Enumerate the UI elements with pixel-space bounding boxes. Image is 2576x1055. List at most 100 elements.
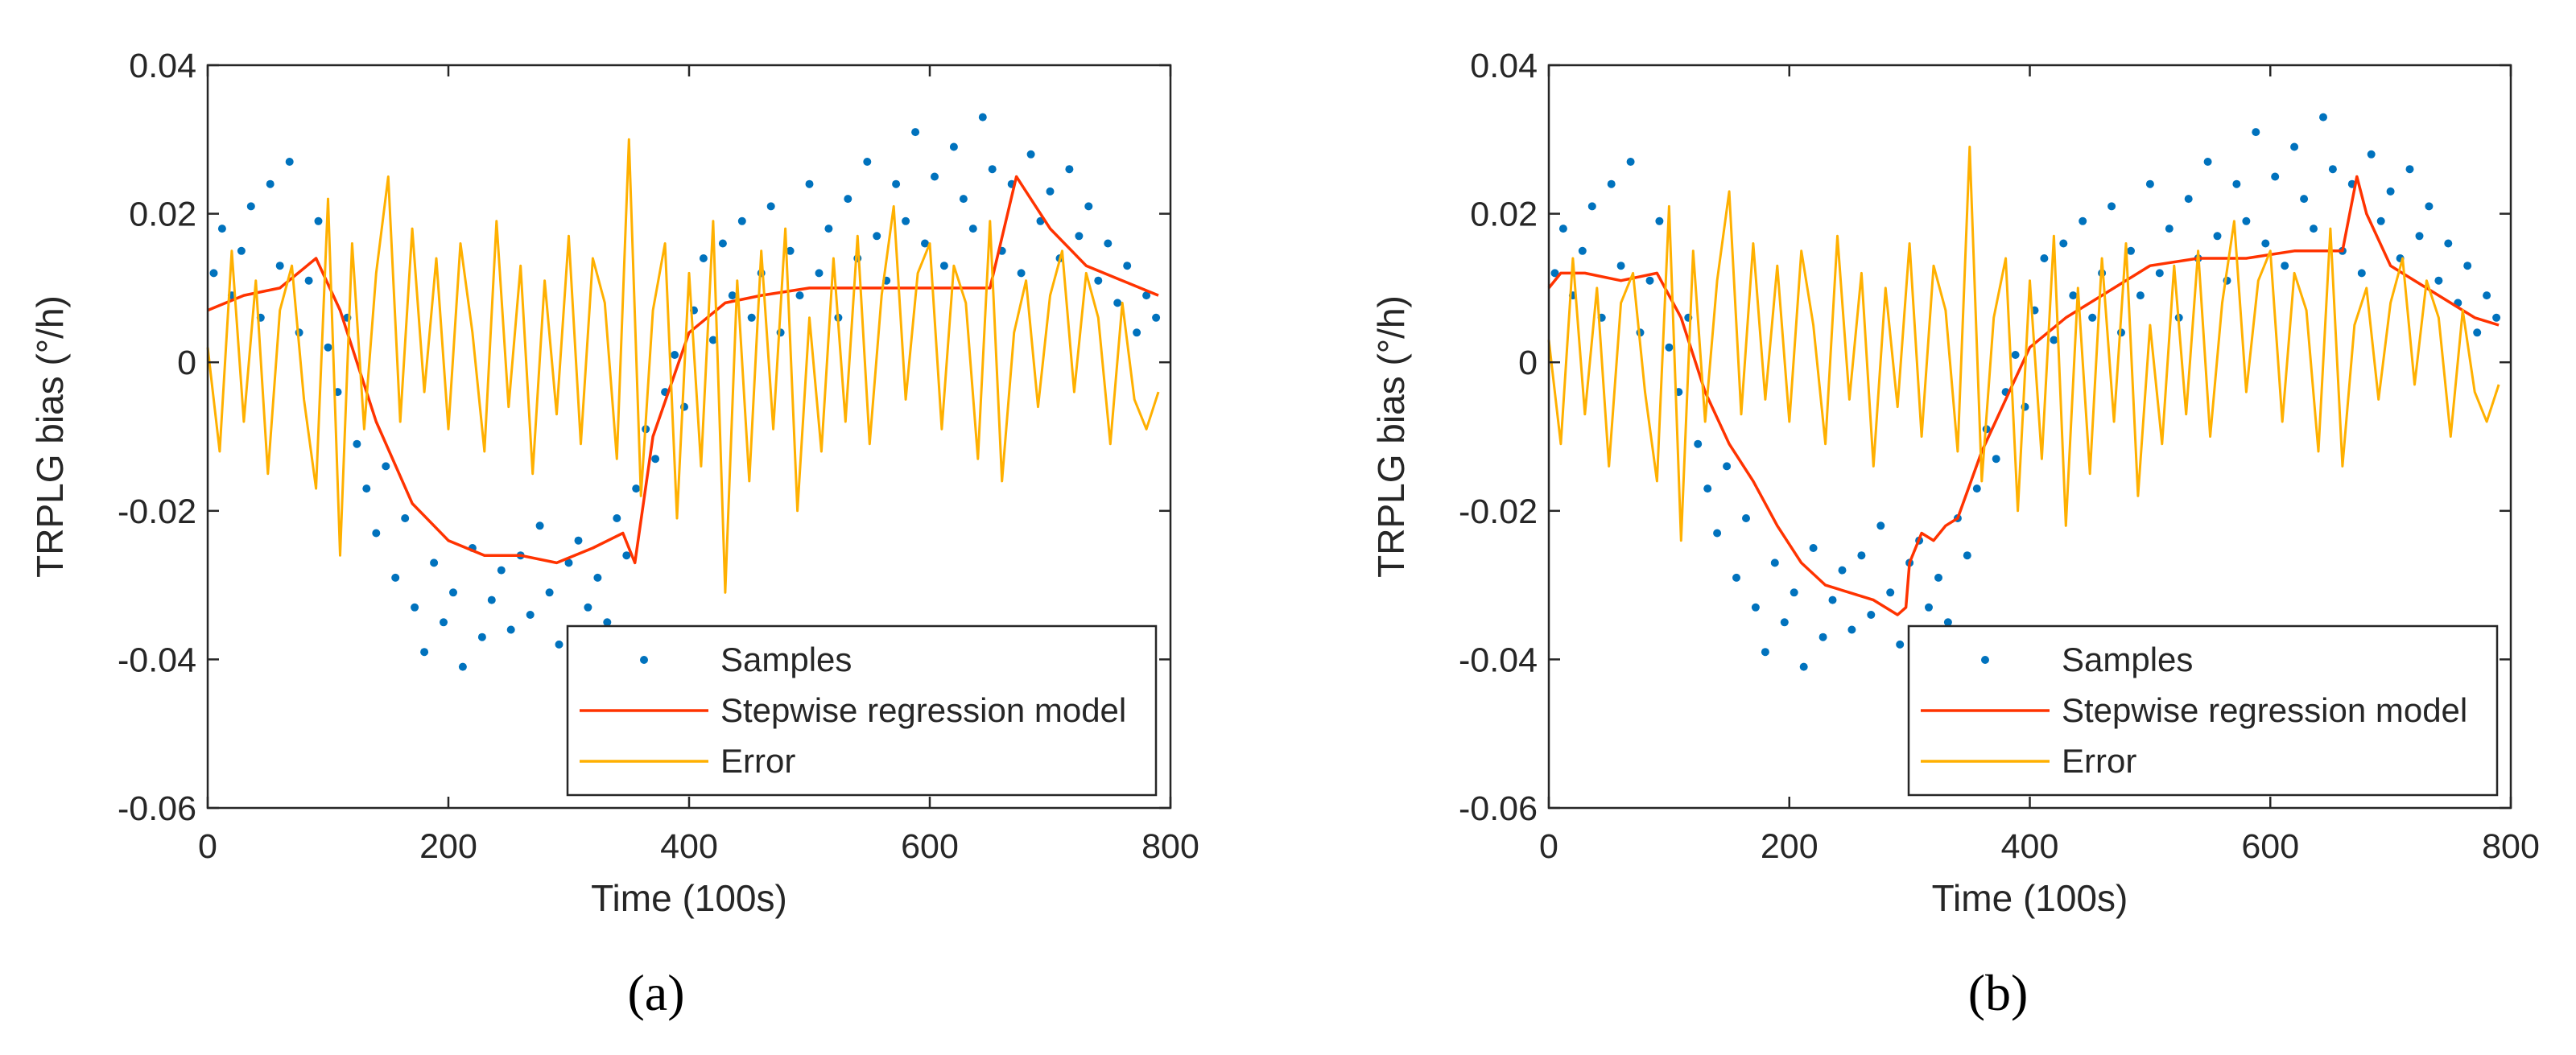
- sample-point: [411, 603, 419, 612]
- sample-point: [1558, 225, 1567, 233]
- legend: Samples Stepwise regression model Error: [566, 624, 1158, 797]
- sample-point: [1992, 455, 2000, 464]
- sample-point: [1838, 566, 1847, 575]
- series-samples: [1550, 113, 2501, 671]
- sample-point: [2184, 195, 2193, 204]
- sample-point: [1104, 239, 1113, 248]
- sample-point: [921, 239, 929, 248]
- legend-marker-samples: [1981, 656, 1989, 664]
- sample-point: [2300, 195, 2309, 204]
- legend-label-model: Stepwise regression model: [720, 691, 1126, 729]
- sample-point: [449, 588, 457, 597]
- sample-point: [1732, 573, 1740, 582]
- sample-point: [487, 595, 496, 604]
- x-tick-label: 800: [1141, 827, 1199, 866]
- legend-label-samples: Samples: [720, 641, 852, 678]
- sample-point: [718, 239, 727, 248]
- sample-point: [1742, 514, 1750, 522]
- sample-point: [1587, 202, 1596, 211]
- sample-point: [420, 648, 429, 657]
- sample-point: [939, 262, 948, 270]
- sample-point: [506, 625, 515, 634]
- sample-point: [1113, 299, 1122, 307]
- sample-point: [401, 514, 410, 522]
- sample-point: [844, 195, 852, 204]
- sample-point: [275, 262, 284, 270]
- sample-point: [209, 269, 218, 278]
- panel-label: (b): [1968, 964, 2029, 1021]
- sample-point: [613, 514, 621, 522]
- sample-point: [737, 216, 746, 225]
- sample-point: [2107, 202, 2116, 211]
- sample-point: [622, 551, 631, 560]
- sample-point: [1761, 648, 1769, 657]
- sample-point: [246, 202, 255, 211]
- sample-point: [671, 351, 679, 359]
- legend-label-model: Stepwise regression model: [2062, 691, 2467, 729]
- sample-point: [1616, 262, 1625, 270]
- sample-point: [430, 558, 439, 567]
- sample-point: [1075, 232, 1084, 241]
- sample-point: [2473, 328, 2482, 337]
- sample-point: [795, 291, 804, 300]
- sample-point: [747, 313, 756, 322]
- sample-point: [2483, 291, 2491, 300]
- sample-point: [2011, 351, 2020, 359]
- sample-point: [237, 246, 246, 255]
- x-tick-label: 400: [660, 827, 718, 866]
- y-tick-label: -0.06: [1459, 789, 1538, 828]
- y-axis-title: TRPLG bias (°/h): [29, 295, 71, 578]
- x-tick-label: 200: [1761, 827, 1818, 866]
- series-error: [206, 138, 1160, 594]
- sample-point: [2444, 239, 2453, 248]
- sample-point: [1934, 573, 1942, 582]
- sample-point: [2145, 179, 2154, 188]
- sample-point: [2252, 128, 2260, 137]
- sample-point: [2050, 336, 2058, 344]
- sample-point: [1123, 262, 1132, 270]
- sample-point: [2434, 276, 2443, 285]
- sample-point: [1847, 625, 1856, 634]
- sample-point: [911, 128, 920, 137]
- sample-point: [314, 216, 323, 225]
- sample-point: [584, 603, 592, 612]
- y-tick-label: 0.02: [1470, 196, 1538, 234]
- sample-point: [2405, 165, 2414, 174]
- sample-point: [1694, 439, 1703, 448]
- sample-point: [2463, 262, 2472, 270]
- sample-point: [2155, 269, 2164, 278]
- sample-point: [555, 640, 564, 649]
- sample-point: [2059, 239, 2068, 248]
- sample-point: [1065, 165, 1074, 174]
- sample-point: [1818, 633, 1827, 641]
- model-line: [1547, 175, 2500, 616]
- sample-point: [1046, 187, 1055, 196]
- sample-point: [824, 225, 833, 233]
- sample-point: [1751, 603, 1760, 612]
- error-line: [1547, 146, 2500, 542]
- sample-point: [902, 216, 910, 225]
- sample-point: [2069, 291, 2078, 300]
- panel-b: 0 200 400 600 800 -0.06 -0.04 -0.02 0 0.02 0.04 Tim…: [1370, 47, 2540, 1021]
- x-tick-label: 800: [2482, 827, 2540, 866]
- sample-point: [2415, 232, 2424, 241]
- sample-point: [2290, 142, 2299, 151]
- series-model: [207, 175, 1159, 565]
- sample-point: [931, 172, 939, 181]
- sample-point: [2232, 179, 2241, 188]
- sample-point: [1876, 521, 1885, 530]
- sample-point: [1896, 640, 1905, 649]
- sample-point: [1723, 462, 1732, 471]
- sample-point: [2203, 158, 2212, 166]
- x-axis-title: Time (100s): [591, 877, 787, 919]
- y-tick-label: 0.04: [129, 47, 196, 85]
- sample-point: [2328, 165, 2337, 174]
- sample-point: [1886, 588, 1895, 597]
- sample-point: [285, 158, 294, 166]
- sample-point: [2310, 225, 2318, 233]
- sample-point: [2213, 232, 2222, 241]
- sample-point: [892, 179, 901, 188]
- y-tick-label: 0.02: [129, 196, 196, 234]
- x-tick-label: 0: [198, 827, 217, 866]
